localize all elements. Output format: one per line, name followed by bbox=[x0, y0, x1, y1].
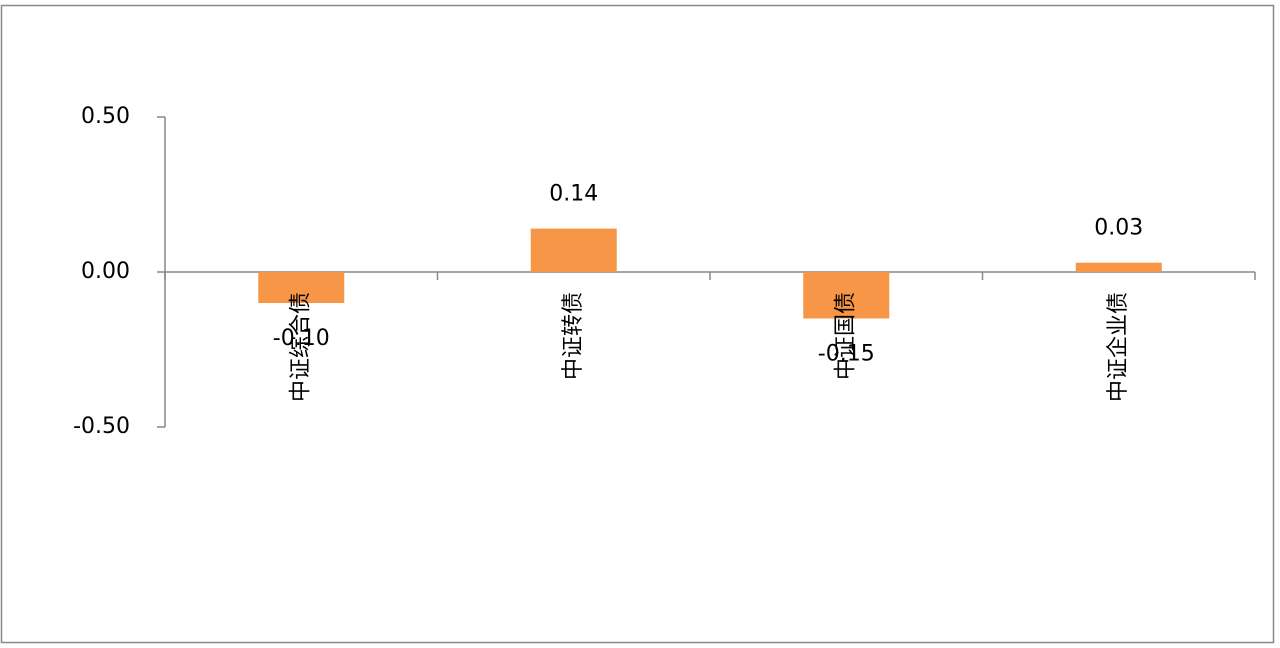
bar bbox=[803, 272, 890, 319]
bar bbox=[1075, 262, 1162, 272]
value-label: 0.03 bbox=[1094, 216, 1143, 241]
x-tick-label: 中证国债 bbox=[833, 292, 858, 380]
chart-frame bbox=[0, 4, 1275, 644]
y-tick-label: 0.50 bbox=[81, 104, 130, 129]
x-tick-label: 中证转债 bbox=[561, 292, 586, 380]
bar bbox=[530, 228, 617, 272]
value-label: -0.10 bbox=[273, 326, 330, 351]
value-label: -0.15 bbox=[818, 342, 875, 367]
x-tick-label: 中证企业债 bbox=[1106, 292, 1131, 402]
value-label: 0.14 bbox=[549, 182, 598, 207]
x-tick-label: 中证综合债 bbox=[288, 292, 313, 402]
y-tick-label: 0.00 bbox=[81, 259, 130, 284]
bar bbox=[258, 272, 345, 303]
y-tick-label: -0.50 bbox=[73, 414, 130, 439]
